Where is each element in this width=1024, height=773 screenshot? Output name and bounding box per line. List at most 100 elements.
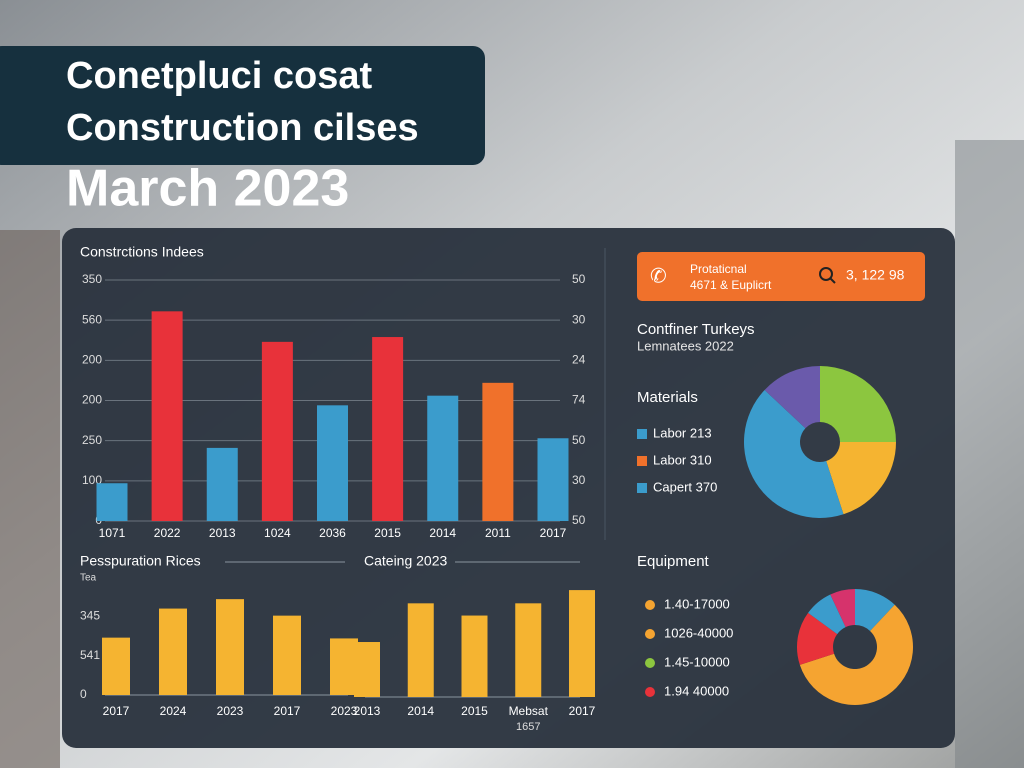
header-date: March 2023 (66, 160, 349, 218)
y-tick-label: 560 (82, 312, 102, 326)
bar (273, 615, 301, 695)
header-line: Construction cilses (66, 107, 419, 149)
x-tick-label: Mebsat (509, 704, 549, 718)
pie-slice (744, 389, 844, 518)
x-tick-label: 2015 (374, 526, 401, 540)
building-blur (0, 230, 60, 768)
y2-tick-label: 24 (572, 353, 586, 367)
x-note: 1657 (516, 721, 540, 733)
pie-slice (826, 442, 896, 515)
y2-tick-label: 30 (572, 312, 586, 326)
chart-subtitle: Tea (80, 573, 97, 584)
y-tick-label: 250 (82, 433, 102, 447)
x-tick-label: 2023 (331, 704, 358, 718)
x-tick-label: 2013 (354, 704, 381, 718)
legend-label: 1.45-10000 (664, 654, 730, 669)
header-box (0, 46, 485, 165)
x-tick-label: 1071 (99, 526, 126, 540)
legend-label: Capert 370 (653, 479, 717, 494)
pie-slice (797, 612, 838, 665)
bar (96, 483, 128, 521)
bar (151, 311, 183, 521)
legend-label: Labor 213 (653, 425, 712, 440)
y2-tick-label: 74 (572, 393, 586, 407)
chart-title: Constrctions Indees (80, 244, 204, 260)
x-tick-label: 2023 (217, 704, 244, 718)
bar (330, 638, 358, 695)
legend-label: 1026-40000 (664, 625, 733, 640)
y-tick-label: 345 (80, 609, 100, 623)
legend-swatch (645, 687, 655, 697)
bar (317, 405, 348, 521)
bar (537, 438, 569, 521)
bar (354, 642, 380, 697)
bar (261, 341, 293, 521)
bar (216, 599, 244, 695)
legend-swatch (637, 429, 647, 439)
bar (569, 590, 595, 697)
legend-swatch (645, 658, 655, 668)
bar (372, 337, 404, 521)
legend-label: 1.94 40000 (664, 683, 729, 698)
x-tick-label: 2013 (209, 526, 236, 540)
y2-tick-label: 30 (572, 473, 586, 487)
legend-swatch (645, 629, 655, 639)
legend-swatch (645, 600, 655, 610)
x-tick-label: 2022 (154, 526, 181, 540)
pie-slice (764, 366, 820, 429)
bar (206, 447, 238, 521)
bar (102, 637, 130, 695)
bar (427, 395, 459, 521)
legend-label: 1.40-17000 (664, 596, 730, 611)
legend-label: Labor 310 (653, 452, 712, 467)
contact-line: Protaticnal (690, 262, 747, 276)
bar (407, 603, 434, 697)
y2-tick-label: 50 (572, 272, 586, 286)
bar (461, 615, 488, 697)
header-line: Conetpluci cosat (66, 55, 372, 97)
x-tick-label: 2036 (319, 526, 346, 540)
pie-slice (808, 594, 846, 635)
x-tick-label: 2024 (160, 704, 187, 718)
x-tick-label: 2014 (407, 704, 434, 718)
y-tick-label: 541 (80, 648, 100, 662)
x-tick-label: 2014 (429, 526, 456, 540)
y-tick-label: 200 (82, 353, 102, 367)
y2-tick-label: 50 (572, 433, 586, 447)
x-tick-label: 2017 (274, 704, 301, 718)
legend-swatch (637, 456, 647, 466)
chart-title: Equipment (637, 553, 710, 570)
y-tick-label: 200 (82, 393, 102, 407)
x-tick-label: 2017 (540, 526, 567, 540)
x-tick-label: 2017 (569, 704, 596, 718)
bar (159, 608, 187, 695)
search-value: 3, 122 98 (846, 267, 905, 283)
x-tick-label: 2011 (485, 526, 511, 540)
pie-slice (855, 589, 895, 631)
bar (515, 603, 542, 697)
x-tick-label: 2017 (103, 704, 130, 718)
chart-title: Pesspuration Rices (80, 553, 201, 569)
pie-slice (820, 366, 896, 442)
x-tick-label: 2015 (461, 704, 488, 718)
pie-slice (830, 589, 855, 628)
panel-title: Contfiner Turkeys (637, 321, 755, 338)
chart-title: Cateing 2023 (364, 553, 448, 569)
crane-blur (955, 140, 1024, 768)
contact-line: 4671 & Euplicrt (690, 278, 772, 292)
legend-swatch (637, 483, 647, 493)
y-tick-label: 350 (82, 272, 102, 286)
chart-title: Materials (637, 389, 698, 406)
pie-slice (799, 604, 914, 706)
search-icon (829, 277, 836, 284)
panel-subtitle: Lemnatees 2022 (637, 338, 734, 353)
phone-icon: ✆ (650, 265, 667, 287)
y-tick-label: 0 (80, 687, 87, 701)
x-tick-label: 1024 (264, 526, 291, 540)
contact-bar[interactable] (637, 252, 925, 301)
bar (482, 382, 514, 521)
y2-tick-label: 50 (572, 513, 586, 527)
search-icon (819, 267, 833, 281)
